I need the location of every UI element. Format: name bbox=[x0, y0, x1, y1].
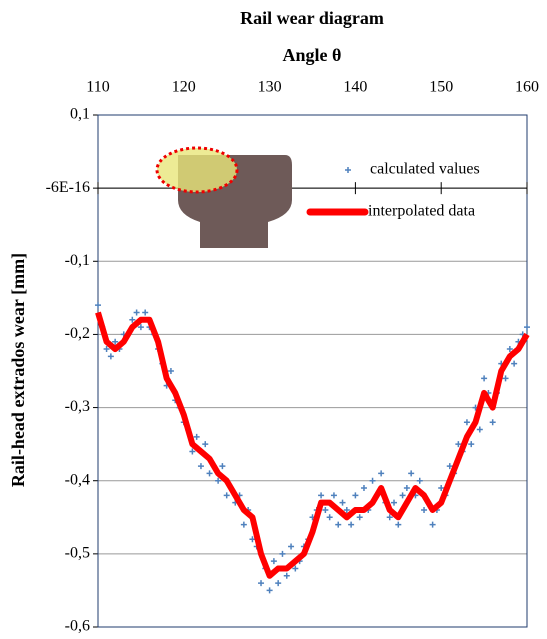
data-point bbox=[266, 587, 273, 594]
data-point bbox=[197, 463, 204, 470]
data-point bbox=[142, 309, 149, 316]
legend-swatch bbox=[345, 167, 351, 173]
data-point bbox=[279, 550, 286, 557]
data-point bbox=[455, 441, 462, 448]
grid: 0,1 -6E-16 -0,1 -0,2 -0,3 -0,4 -0,5 -0,6 110 120 1… bbox=[46, 79, 539, 635]
x-tick-label: 150 bbox=[429, 79, 453, 96]
data-point bbox=[403, 485, 410, 492]
data-point bbox=[223, 492, 230, 499]
data-point bbox=[438, 485, 445, 492]
data-point bbox=[339, 499, 346, 506]
data-point bbox=[416, 477, 423, 484]
data-point bbox=[258, 580, 265, 587]
data-point bbox=[322, 506, 329, 513]
data-point bbox=[133, 309, 140, 316]
data-point bbox=[395, 521, 402, 528]
data-point bbox=[167, 368, 174, 374]
data-point bbox=[189, 448, 196, 455]
data-point bbox=[352, 492, 359, 499]
data-point bbox=[506, 346, 513, 353]
data-point bbox=[360, 485, 367, 492]
data-point bbox=[356, 514, 363, 521]
data-point bbox=[206, 470, 213, 477]
x-tick-label: 120 bbox=[172, 79, 196, 96]
data-point bbox=[112, 338, 119, 345]
rail-image bbox=[155, 146, 292, 248]
y-tick-label: -0,5 bbox=[65, 545, 90, 562]
marks: calculated values interpolated data bbox=[95, 161, 530, 594]
data-point bbox=[129, 316, 136, 323]
data-point bbox=[476, 426, 483, 433]
data-point bbox=[429, 521, 436, 528]
data-point bbox=[288, 543, 295, 550]
data-point bbox=[219, 463, 226, 470]
plot-frame bbox=[97, 114, 528, 628]
data-point bbox=[335, 521, 342, 528]
y-tick-label: -0,2 bbox=[65, 325, 90, 342]
data-point bbox=[386, 514, 393, 521]
x-tick-label: 110 bbox=[86, 79, 109, 96]
data-point bbox=[137, 324, 144, 331]
data-point bbox=[103, 346, 110, 353]
data-point bbox=[408, 470, 415, 477]
x-axis-label: Angle θ bbox=[283, 45, 342, 65]
data-point bbox=[399, 492, 406, 499]
x-tick-label: 130 bbox=[258, 79, 282, 96]
interpolated-line bbox=[95, 311, 530, 579]
y-tick-label: -0,3 bbox=[65, 398, 90, 415]
data-point bbox=[330, 492, 337, 499]
wear-outline bbox=[155, 146, 239, 194]
data-point bbox=[378, 470, 385, 477]
data-point bbox=[95, 302, 101, 309]
chart-title: Rail wear diagram bbox=[240, 8, 384, 28]
data-point bbox=[481, 375, 488, 382]
y-tick-label: 0,1 bbox=[70, 106, 90, 123]
y-tick-label: -0,6 bbox=[65, 618, 90, 635]
y-tick-label: -6E-16 bbox=[46, 179, 90, 196]
data-point bbox=[283, 572, 290, 579]
y-tick-label: -0,4 bbox=[65, 471, 90, 488]
data-point bbox=[348, 521, 355, 528]
data-point bbox=[270, 558, 277, 565]
x-tick-label: 160 bbox=[515, 79, 539, 96]
data-point bbox=[292, 565, 299, 572]
data-point bbox=[524, 324, 530, 331]
data-point bbox=[202, 441, 209, 448]
data-point bbox=[193, 433, 200, 440]
data-point bbox=[249, 536, 256, 543]
data-point bbox=[215, 477, 222, 484]
data-point bbox=[468, 441, 475, 448]
data-point bbox=[107, 353, 114, 360]
y-tick-label: -0,1 bbox=[65, 252, 90, 269]
data-point bbox=[326, 514, 333, 521]
data-point bbox=[502, 375, 509, 382]
legend-label: interpolated data bbox=[368, 203, 475, 220]
data-point bbox=[343, 506, 350, 513]
data-point bbox=[511, 360, 518, 367]
wear-zone bbox=[157, 148, 237, 192]
data-point bbox=[240, 521, 247, 528]
data-point bbox=[421, 506, 428, 513]
legend-label: calculated values bbox=[370, 161, 480, 178]
data-point bbox=[463, 419, 470, 426]
data-point bbox=[446, 463, 453, 470]
y-axis-label: Rail-head extrados wear [mm] bbox=[8, 253, 28, 487]
data-point bbox=[275, 580, 282, 587]
data-point bbox=[318, 492, 325, 499]
data-point bbox=[369, 477, 376, 484]
x-tick-label: 140 bbox=[343, 79, 367, 96]
data-point bbox=[391, 499, 398, 506]
data-point bbox=[489, 419, 496, 426]
